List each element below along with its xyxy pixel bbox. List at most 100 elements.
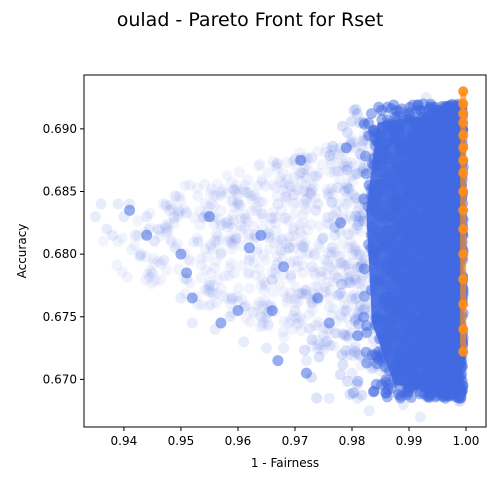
- rset-point: [354, 349, 365, 361]
- rset-point: [324, 219, 336, 231]
- rset-point: [287, 310, 299, 322]
- rset-point: [283, 242, 295, 254]
- rset-point: [230, 180, 242, 192]
- rset-point: [347, 214, 359, 226]
- rset-point: [215, 248, 227, 260]
- rset-point: [342, 329, 354, 341]
- rset-point: [322, 255, 334, 267]
- rset-point: [293, 295, 305, 307]
- rset-point: [456, 385, 468, 397]
- rset-point: [247, 306, 259, 318]
- rset-point: [318, 330, 329, 342]
- pareto-point: [458, 117, 469, 128]
- rset-point: [256, 208, 268, 220]
- rset-point: [233, 200, 245, 212]
- rset-point: [305, 179, 317, 191]
- rset-point: [331, 207, 342, 219]
- rset-point: [339, 260, 351, 272]
- rset-point: [278, 331, 290, 343]
- rset-point: [317, 232, 329, 244]
- rset-point: [243, 232, 255, 244]
- rset-point: [278, 315, 290, 327]
- rset-point: [272, 157, 283, 169]
- y-tick-label: 0.680: [43, 247, 77, 261]
- rset-point: [325, 246, 337, 258]
- rset-point: [341, 191, 353, 203]
- rset-point: [278, 342, 290, 354]
- rset-point: [184, 277, 196, 289]
- rset-point: [229, 185, 241, 197]
- rset-point: [251, 201, 263, 213]
- rset-point: [323, 392, 335, 404]
- rset-point: [254, 321, 266, 333]
- rset-point: [226, 176, 238, 188]
- rset-point: [144, 271, 155, 283]
- rset-point: [172, 205, 184, 217]
- rset-point: [392, 104, 404, 116]
- x-tick-label: 0.97: [282, 434, 309, 448]
- rset-point: [343, 195, 355, 206]
- rset-point: [269, 268, 281, 279]
- rset-point: [319, 339, 330, 351]
- rset-point: [227, 195, 239, 207]
- rset-point: [225, 258, 237, 270]
- rset-point: [167, 203, 178, 214]
- rset-point: [339, 185, 351, 197]
- rset-point: [338, 259, 350, 271]
- rset-point: [124, 204, 136, 216]
- rset-point: [299, 344, 311, 356]
- rset-point: [322, 218, 334, 230]
- rset-point: [356, 389, 368, 401]
- rset-point: [319, 282, 331, 293]
- pareto-point: [458, 324, 469, 335]
- rset-point: [288, 224, 300, 236]
- rset-point: [288, 255, 300, 267]
- rset-point: [186, 292, 198, 304]
- rset-point: [288, 236, 300, 248]
- rset-point: [294, 288, 306, 300]
- rset-point: [227, 183, 239, 195]
- rset-point: [324, 261, 336, 273]
- rset-point: [199, 178, 211, 190]
- rset-point: [201, 251, 213, 263]
- rset-point: [300, 355, 312, 367]
- rset-point: [141, 229, 153, 241]
- rset-point: [349, 293, 361, 305]
- x-tick-label: 0.98: [339, 434, 366, 448]
- rset-point: [112, 198, 124, 210]
- rset-point: [352, 219, 364, 231]
- rset-point: [168, 211, 180, 223]
- rset-point: [329, 327, 341, 339]
- rset-point: [334, 173, 346, 185]
- x-tick-label: 0.99: [396, 434, 423, 448]
- rset-point: [343, 183, 355, 195]
- pareto-point: [458, 130, 469, 141]
- rset-point: [296, 230, 308, 242]
- rset-point: [294, 219, 306, 231]
- rset-point: [229, 234, 241, 246]
- rset-point: [228, 267, 240, 279]
- rset-point: [317, 344, 329, 356]
- rset-point: [312, 238, 324, 250]
- rset-point: [310, 204, 322, 216]
- rset-point: [321, 188, 333, 200]
- rset-point: [285, 287, 296, 299]
- rset-point: [335, 249, 347, 261]
- rset-point: [230, 232, 242, 244]
- y-tick-label: 0.685: [43, 184, 77, 198]
- rset-point: [266, 305, 278, 316]
- rset-point: [238, 184, 250, 196]
- rset-point: [268, 237, 280, 249]
- rset-point: [342, 330, 354, 342]
- rset-point: [89, 211, 101, 223]
- rset-point: [295, 248, 307, 260]
- rset-point: [359, 252, 370, 264]
- rset-point: [280, 195, 292, 207]
- rset-point: [194, 205, 206, 217]
- y-tick-label: 0.690: [43, 122, 77, 136]
- rset-point: [350, 275, 361, 287]
- rset-point: [323, 186, 335, 198]
- rset-point: [280, 212, 292, 224]
- rset-point: [188, 236, 199, 248]
- rset-point: [346, 188, 358, 200]
